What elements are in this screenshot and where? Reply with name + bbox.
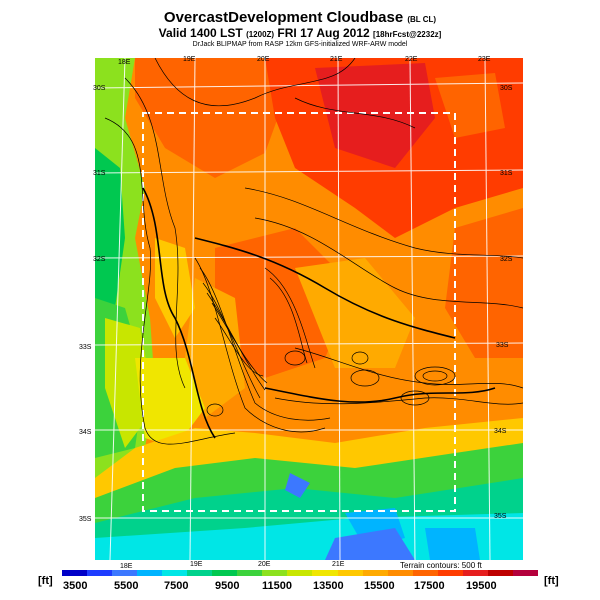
colorbar-label: 17500 xyxy=(414,580,445,592)
lat-left-label: 31S xyxy=(93,170,106,177)
colorbar-swatch xyxy=(437,570,463,576)
colorbar-swatch xyxy=(262,570,288,576)
colorbar-swatch xyxy=(337,570,363,576)
lat-right-label: 34S xyxy=(494,428,507,435)
colorbar-label: 15500 xyxy=(364,580,395,592)
colorbar-swatch xyxy=(187,570,213,576)
lon-bottom-label: 20E xyxy=(258,561,271,568)
lat-right-label: 35S xyxy=(494,513,507,520)
cloudbase-map xyxy=(95,58,523,560)
colorbar-swatch xyxy=(237,570,263,576)
lon-top-label: 20E xyxy=(257,56,270,63)
unit-left: [ft] xyxy=(38,575,53,587)
colorbar-label: 5500 xyxy=(114,580,139,592)
lon-top-label: 21E xyxy=(330,56,343,63)
colorbar-label: 3500 xyxy=(63,580,88,592)
model-credit: DrJack BLIPMAP from RASP 12km GFS-initia… xyxy=(192,41,408,48)
colorbar-label: 11500 xyxy=(262,580,292,592)
valid-time: Valid 1400 LST (1200Z) FRI 17 Aug 2012 [… xyxy=(158,26,442,40)
colorbar-label: 13500 xyxy=(313,580,344,592)
unit-right: [ft] xyxy=(544,575,559,587)
lat-right-label: 30S xyxy=(500,85,513,92)
colorbar-label: 19500 xyxy=(466,580,497,592)
lat-left-label: 35S xyxy=(79,516,92,523)
colorbar-swatch xyxy=(462,570,488,576)
colorbar-swatch xyxy=(137,570,163,576)
lat-left-label: 34S xyxy=(79,429,92,436)
colorbar-swatch xyxy=(87,570,113,576)
map-title: OvercastDevelopment Cloudbase (BL CL) xyxy=(163,9,437,26)
terrain-contour-note: Terrain contours: 500 ft xyxy=(400,561,482,570)
colorbar-swatch xyxy=(212,570,238,576)
colorbar-swatch xyxy=(487,570,513,576)
colorbar-swatch xyxy=(287,570,313,576)
lon-bottom-label: 19E xyxy=(190,561,203,568)
lat-right-label: 33S xyxy=(496,342,509,349)
colorbar-swatch xyxy=(512,570,538,576)
lon-top-label: 18E xyxy=(118,59,131,66)
lon-top-label: 22E xyxy=(405,56,418,63)
colorbar-swatch xyxy=(362,570,388,576)
colorbar-swatch xyxy=(162,570,188,576)
colorbar-label: 7500 xyxy=(164,580,189,592)
colorbar-swatch xyxy=(387,570,413,576)
colorbar-swatch xyxy=(312,570,338,576)
lon-bottom-label: 18E xyxy=(120,563,133,570)
colorbar-swatch xyxy=(412,570,438,576)
lat-right-label: 32S xyxy=(500,256,513,263)
colorbar-swatch xyxy=(112,570,138,576)
lat-left-label: 33S xyxy=(79,344,92,351)
lat-left-label: 30S xyxy=(93,85,106,92)
color-scale-bar xyxy=(62,570,538,576)
lon-bottom-label: 21E xyxy=(332,561,345,568)
lat-right-label: 31S xyxy=(500,170,513,177)
lon-top-label: 23E xyxy=(478,56,491,63)
lon-top-label: 19E xyxy=(183,56,196,63)
lat-left-label: 32S xyxy=(93,256,106,263)
colorbar-swatch xyxy=(62,570,88,576)
colorbar-label: 9500 xyxy=(215,580,240,592)
